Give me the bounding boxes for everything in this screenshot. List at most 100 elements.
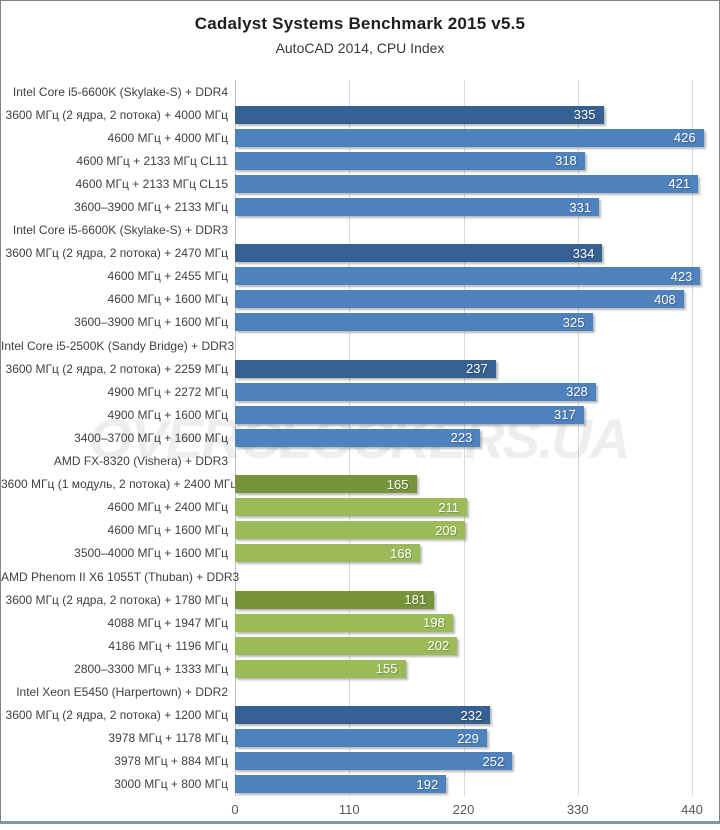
- bar-value-label: 318: [555, 153, 577, 169]
- bar-value-label: 229: [457, 730, 479, 746]
- bar-label: 3978 МГц + 1178 МГц: [108, 731, 228, 746]
- bar-label: 3978 МГц + 884 МГц: [114, 754, 228, 769]
- chart-row: 3600 МГц (2 ядра, 2 потока) + 2470 МГц 33…: [1, 242, 719, 265]
- chart-row: 4088 МГц + 1947 МГц 198: [1, 611, 719, 634]
- chart-row: 2800–3300 МГц + 1333 МГц 155: [1, 657, 719, 680]
- chart-row: 3600 МГц (2 ядра, 2 потока) + 1200 МГц 23…: [1, 704, 719, 727]
- bar-track: 408: [235, 290, 719, 309]
- bar: 181: [235, 590, 435, 609]
- gridline-330: [577, 80, 579, 796]
- chart-row: 4900 МГц + 2272 МГц 328: [1, 380, 719, 403]
- bar-value-label: 334: [572, 245, 595, 261]
- bar-value-label: 237: [465, 361, 488, 377]
- bar-value-label: 192: [416, 776, 439, 792]
- chart-row: 4600 МГц + 1600 МГц 209: [1, 519, 719, 542]
- bar-track: [235, 452, 719, 470]
- bar-label: 4186 МГц + 1196 МГц: [108, 638, 228, 653]
- chart-header: Cadalyst Systems Benchmark 2015 v5.5 Aut…: [1, 1, 719, 78]
- chart-row: 4600 МГц + 2133 МГц CL15 421: [1, 172, 719, 195]
- bar-label: 3600 МГц (2 ядра, 2 потока) + 2470 МГц: [5, 246, 228, 261]
- bar-value-label: 331: [569, 199, 592, 215]
- x-axis-tick: 0: [231, 802, 239, 817]
- bar: 211: [235, 498, 468, 517]
- bar-track: [235, 683, 719, 701]
- bar-value-label: 426: [673, 130, 696, 146]
- bar-track: 181: [235, 590, 719, 609]
- bar-value-label: 317: [553, 407, 576, 423]
- bar-label: 4600 МГц + 1600 МГц: [107, 523, 228, 538]
- bar-value-label: 181: [404, 592, 427, 608]
- bar-label: 4600 МГц + 2400 МГц: [107, 500, 228, 515]
- bar-label: 3600 МГц (2 ядра, 2 потока) + 4000 МГц: [5, 107, 228, 122]
- bar-value-label: 155: [375, 661, 398, 677]
- chart-row: 4600 МГц + 1600 МГц 408: [1, 288, 719, 311]
- bar-track: 334: [235, 244, 719, 263]
- plot-area: OVERCLOCKERS.UA Intel Core i5-6600K (Sky…: [1, 80, 719, 796]
- bar-track: 155: [235, 659, 719, 678]
- bar: 192: [235, 775, 447, 794]
- bar: 202: [235, 636, 458, 655]
- x-axis: 0 110 220 330 440: [1, 796, 719, 830]
- bar: 426: [235, 128, 704, 147]
- bar-track: 229: [235, 729, 719, 748]
- bar-track: [235, 337, 719, 355]
- chart-subtitle: AutoCAD 2014, CPU Index: [275, 40, 445, 56]
- bar-track: 168: [235, 544, 719, 563]
- bar-track: 331: [235, 198, 719, 217]
- bar: 198: [235, 613, 453, 632]
- group-header-row: Intel Core i5-6600K (Skylake-S) + DDR3: [1, 219, 719, 242]
- bar-label: 3600 МГц (2 ядра, 2 потока) + 1200 МГц: [5, 708, 228, 723]
- bar-value-label: 165: [386, 476, 409, 492]
- bar: 335: [235, 105, 604, 124]
- bar-track: 421: [235, 174, 719, 193]
- bar: 168: [235, 544, 420, 563]
- chart-row: 3600–3900 МГц + 1600 МГц 325: [1, 311, 719, 334]
- bar-track: [235, 83, 719, 101]
- chart-row: 3600 МГц (1 модуль, 2 потока) + 2400 МГц…: [1, 473, 719, 496]
- bar-label: 3600–3900 МГц + 2133 МГц: [74, 200, 228, 215]
- bar-track: 192: [235, 775, 719, 794]
- bar-track: 211: [235, 498, 719, 517]
- chart-title: Cadalyst Systems Benchmark 2015 v5.5: [194, 14, 526, 33]
- chart-row: 4900 МГц + 1600 МГц 317: [1, 403, 719, 426]
- bar-label: 4900 МГц + 1600 МГц: [107, 407, 228, 422]
- chart-row: 3600–3900 МГц + 2133 МГц 331: [1, 195, 719, 218]
- bar-label: 3400–3700 МГц + 1600 МГц: [74, 430, 228, 445]
- x-axis-tick: 330: [566, 802, 589, 817]
- bar: 408: [235, 290, 684, 309]
- bar-label: 3500–4000 МГц + 1600 МГц: [74, 546, 228, 561]
- bar-track: 198: [235, 613, 719, 632]
- bar-value-label: 209: [435, 522, 457, 538]
- group-header-label: AMD FX-8320 (Vishera) + DDR3: [53, 454, 228, 469]
- bar: 421: [235, 174, 699, 193]
- bar: 325: [235, 313, 593, 332]
- bar-track: 335: [235, 105, 719, 124]
- chart-row: 3978 МГц + 1178 МГц 229: [1, 727, 719, 750]
- chart-row: 3000 МГц + 800 МГц 192: [1, 773, 719, 796]
- group-header-label: AMD Phenom II X6 1055T (Thuban) + DDR3: [1, 569, 240, 584]
- bar-value-label: 252: [482, 753, 505, 769]
- bar: 252: [235, 752, 513, 771]
- bar-label: 4600 МГц + 2133 МГц CL15: [75, 176, 229, 191]
- group-header-row: Intel Core i5-6600K (Skylake-S) + DDR4: [1, 80, 719, 103]
- bar: 165: [235, 475, 417, 494]
- group-header-label: Intel Core i5-6600K (Skylake-S) + DDR3: [12, 223, 228, 238]
- bar-track: 209: [235, 521, 719, 540]
- bar-track: 232: [235, 706, 719, 725]
- bar-label: 3000 МГц + 800 МГц: [114, 777, 228, 792]
- bar-label: 4600 МГц + 2455 МГц: [107, 269, 228, 284]
- chart-row: 3400–3700 МГц + 1600 МГц 223: [1, 426, 719, 449]
- bar-value-label: 335: [573, 107, 596, 123]
- bar-label: 3600 МГц (2 ядра, 2 потока) + 2259 МГц: [5, 361, 228, 376]
- bar-track: 318: [235, 151, 719, 170]
- bar: 318: [235, 151, 585, 170]
- bar-track: 237: [235, 359, 719, 378]
- bar-value-label: 232: [460, 707, 483, 723]
- bar-track: 223: [235, 428, 719, 447]
- bar: 423: [235, 267, 701, 286]
- bar: 237: [235, 359, 496, 378]
- bar: 317: [235, 405, 584, 424]
- bar-value-label: 198: [423, 615, 445, 631]
- bar-value-label: 168: [390, 545, 412, 561]
